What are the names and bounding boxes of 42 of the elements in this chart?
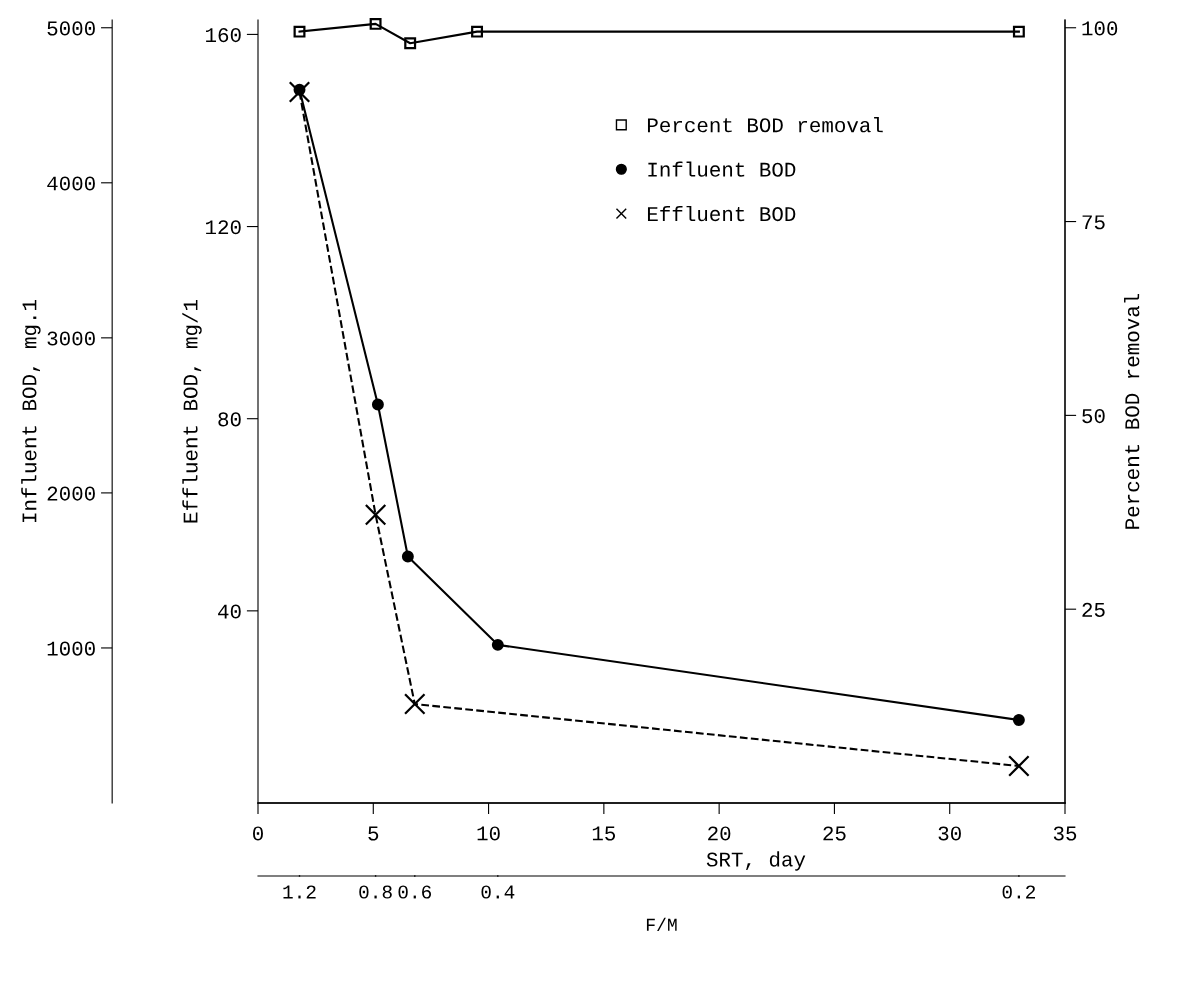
y-tick-label: 80 — [218, 412, 241, 427]
y3-tick-label: 5000 — [47, 21, 95, 36]
y3-tick-label: 1000 — [47, 641, 95, 656]
y-tick-label: 120 — [206, 220, 241, 235]
y2-tick-label: 25 — [1082, 602, 1105, 617]
y-tick-label: 160 — [206, 28, 241, 43]
x-axis-title: SRT, day — [706, 851, 806, 871]
annotation: 1.2 — [283, 885, 316, 899]
y2-axis-title: Percent BOD removal — [1124, 293, 1140, 529]
annotation: 0.2 — [1002, 885, 1036, 899]
point — [401, 550, 414, 563]
point — [1008, 755, 1030, 777]
x-tick-label: 20 — [708, 826, 731, 841]
x-tick-label: 30 — [938, 826, 961, 841]
y3-tick-label: 2000 — [47, 486, 95, 501]
x-tick-label: 0 — [253, 826, 263, 841]
x-tick-label: 5 — [368, 826, 379, 841]
legend-label: Effluent BOD — [647, 205, 796, 222]
y-axis-title: Effluent BOD, mg/1 — [182, 300, 202, 523]
y3-tick-label: 4000 — [47, 176, 95, 191]
y2-tick-label: 75 — [1082, 215, 1105, 230]
point — [364, 503, 387, 526]
x-tick-label: 35 — [1053, 826, 1077, 841]
x-tick-label: 25 — [823, 826, 846, 841]
annotation: 0.8 — [359, 885, 392, 899]
y-tick-label: 40 — [218, 604, 241, 619]
x-tick-label: 15 — [592, 826, 616, 841]
point — [1012, 714, 1025, 727]
y2-tick-label: 100 — [1082, 21, 1118, 36]
legend-label: Percent BOD removal — [647, 117, 883, 133]
y3-tick-label: 3000 — [47, 331, 95, 346]
point — [403, 693, 426, 715]
legend-label: Influent BOD — [648, 161, 796, 177]
x2-axis-title: F/M — [646, 917, 677, 931]
annotation: 0.4 — [481, 885, 515, 899]
y3-axis-title: Influent BOD, mg.1 — [21, 300, 41, 522]
annotation: 0.6 — [398, 885, 432, 899]
x-tick-label: 10 — [477, 826, 500, 841]
point — [491, 638, 504, 651]
y2-tick-label: 50 — [1082, 408, 1105, 424]
point — [293, 83, 306, 96]
point — [371, 398, 384, 411]
